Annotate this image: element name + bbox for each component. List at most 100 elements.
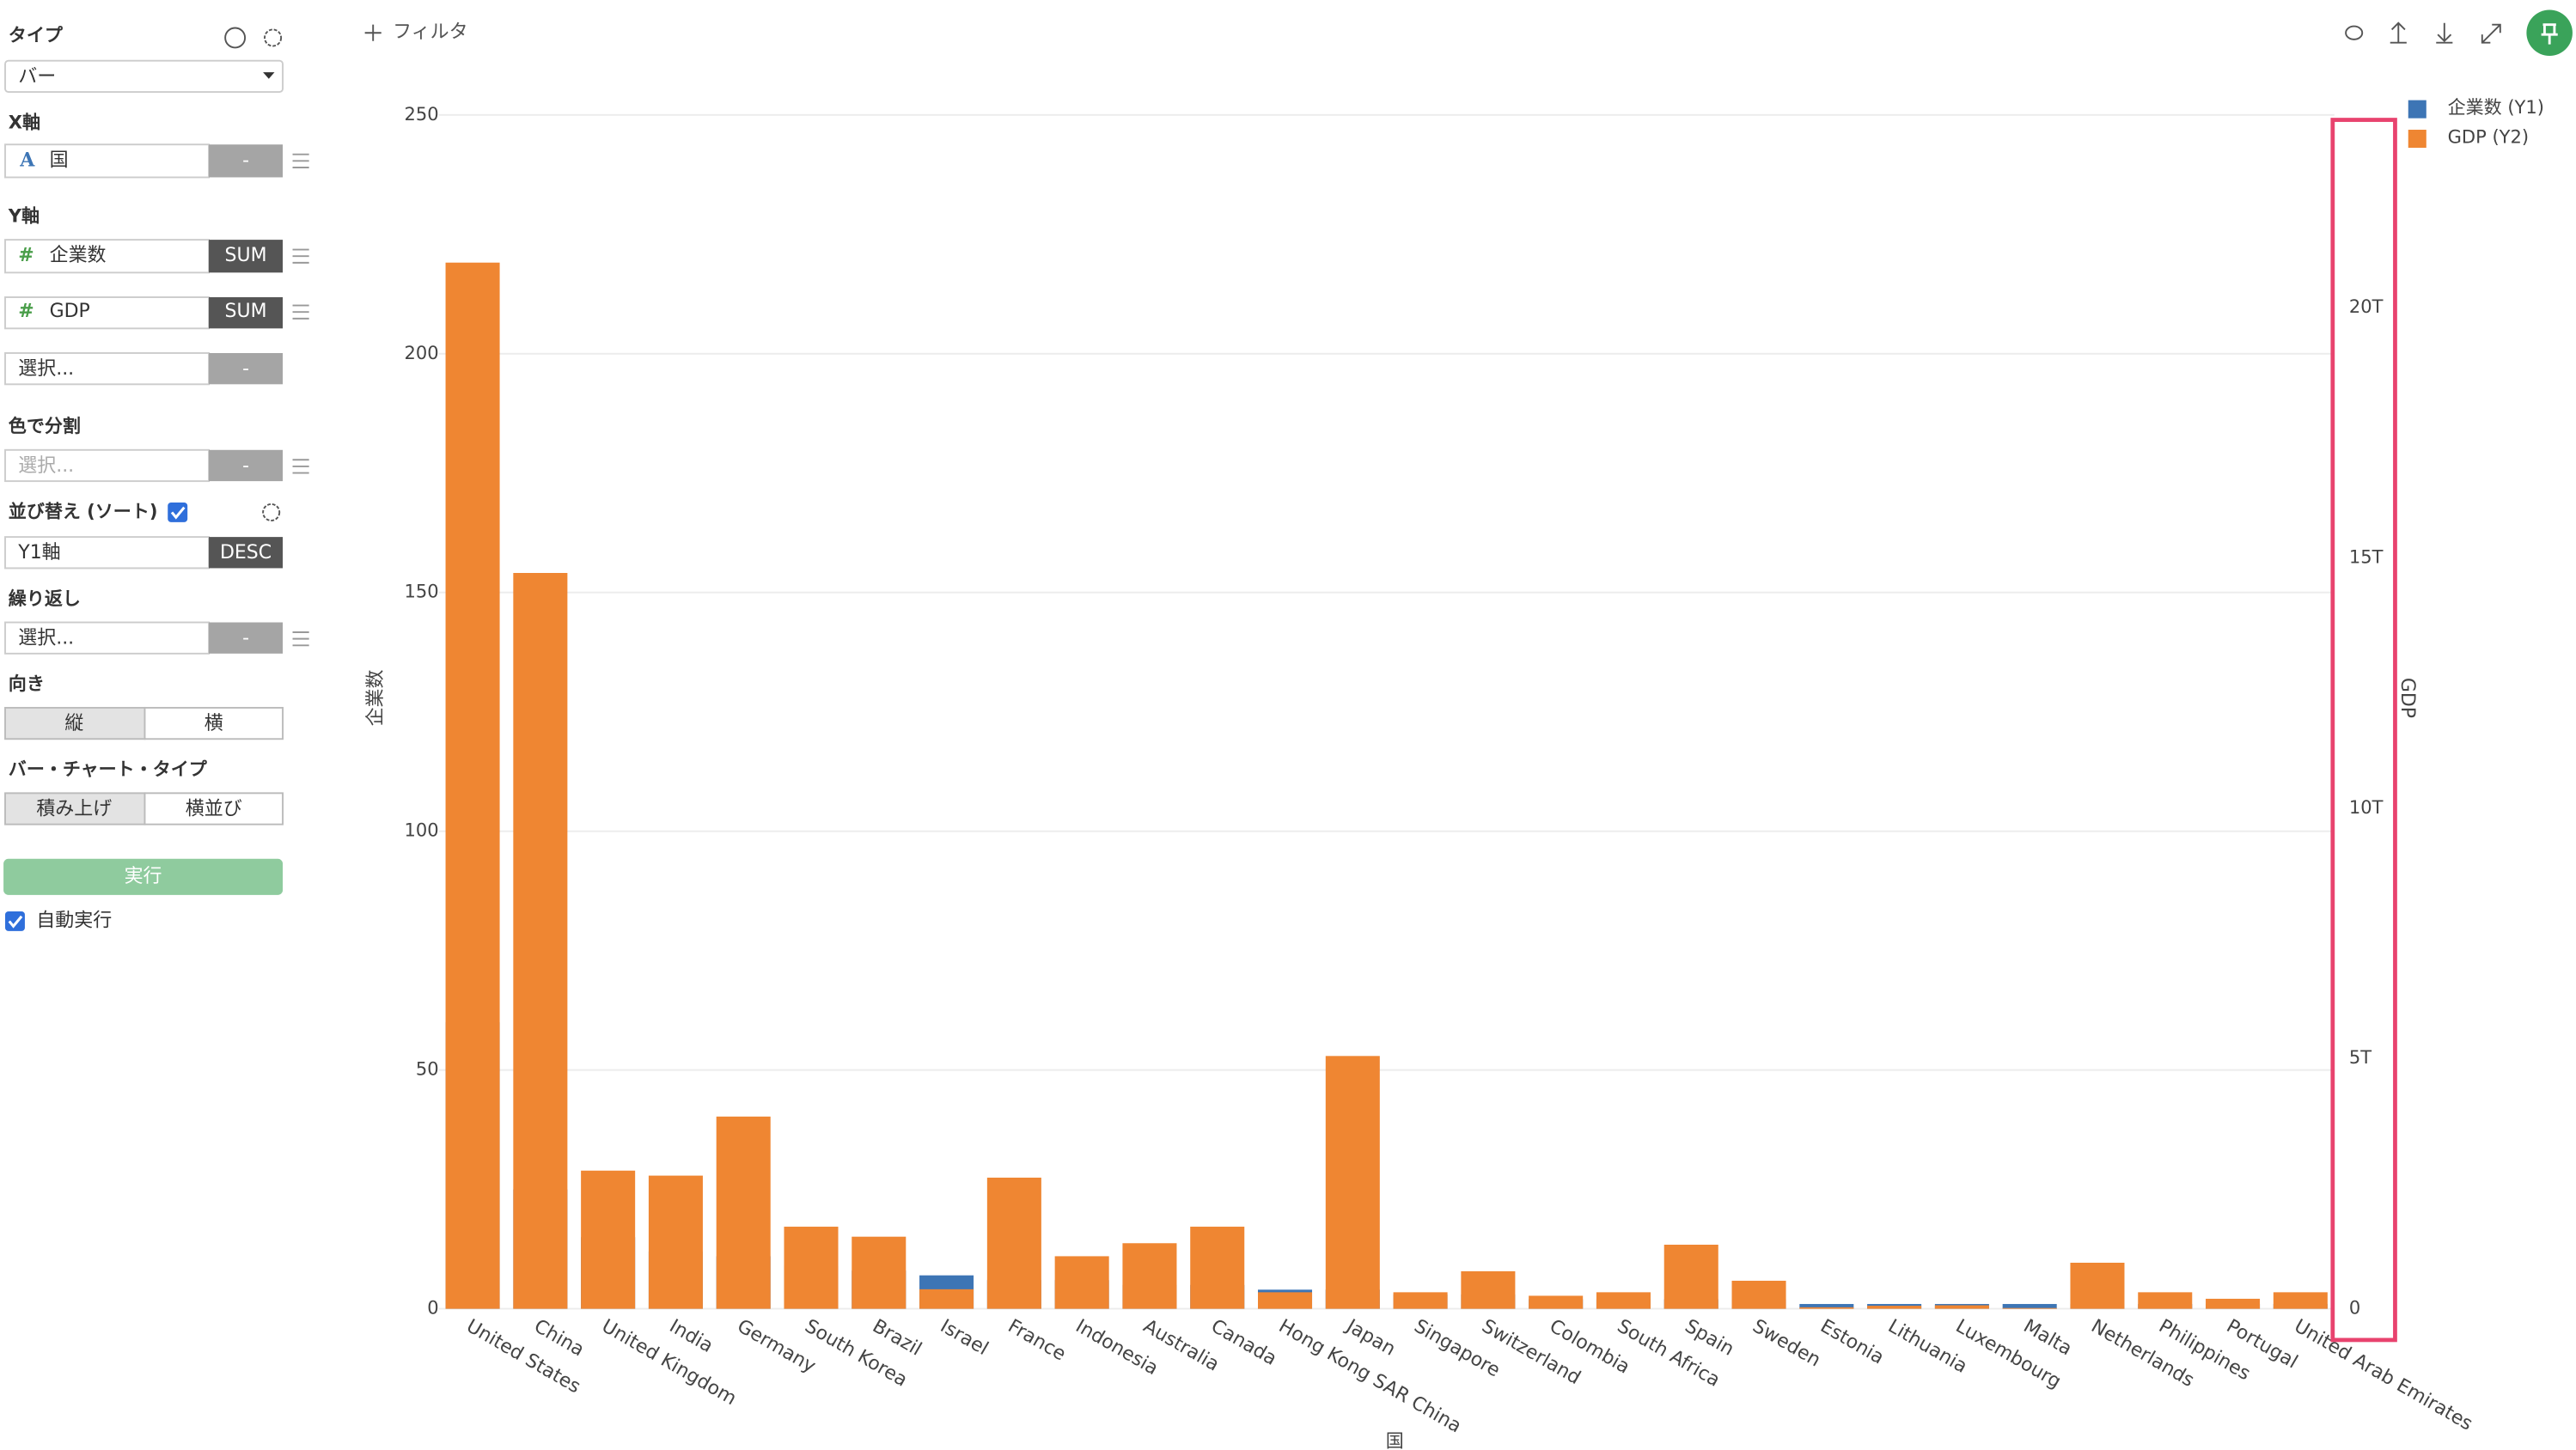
- field-value: 国: [50, 149, 69, 171]
- bar: [1529, 1295, 1584, 1309]
- agg-button[interactable]: [209, 449, 284, 482]
- bar: [1934, 1305, 1989, 1309]
- bar: [1325, 1056, 1380, 1309]
- drag-handle[interactable]: [292, 459, 309, 474]
- type-icon: A: [19, 149, 35, 171]
- bar: [2206, 1298, 2261, 1309]
- filter-button[interactable]: フィルタ: [393, 21, 467, 43]
- bar: [716, 1116, 771, 1309]
- bar: [1799, 1304, 1854, 1309]
- bar: [1867, 1306, 1922, 1309]
- drag-handle[interactable]: [292, 304, 309, 320]
- toolbar: フィルタ: [364, 9, 2573, 56]
- order-button[interactable]: [209, 537, 284, 569]
- agg-button[interactable]: [209, 622, 284, 654]
- bar: [445, 262, 500, 1309]
- agg-label: SUM: [225, 301, 267, 322]
- bar: [1393, 1292, 1448, 1309]
- y-tick-label: 50: [416, 1058, 439, 1080]
- check: [8, 915, 23, 929]
- bar: [2273, 1292, 2328, 1309]
- agg-button[interactable]: [209, 353, 284, 385]
- bar: [852, 1236, 906, 1309]
- agg-button[interactable]: [209, 297, 284, 329]
- toggle-option[interactable]: [143, 706, 284, 740]
- comment-icon[interactable]: [2345, 25, 2364, 40]
- run-label: 実行: [125, 866, 162, 887]
- bar: [1799, 1307, 1854, 1309]
- run-button[interactable]: [3, 858, 284, 895]
- y-tick-label: 0: [427, 1297, 438, 1319]
- bar: [2002, 1307, 2057, 1309]
- legend-label: GDP (Y2): [2448, 126, 2529, 148]
- field[interactable]: [4, 536, 210, 570]
- bar: [919, 1289, 974, 1309]
- field-value: Y1軸: [17, 542, 60, 564]
- settings-icon[interactable]: [262, 503, 281, 521]
- field[interactable]: [4, 239, 210, 274]
- bar: [2070, 1262, 2125, 1309]
- check: [170, 506, 186, 520]
- x-axis-title: 国: [1386, 1429, 1404, 1450]
- y2-tick-label: 20T: [2349, 295, 2384, 317]
- field-value: 選択...: [18, 628, 74, 649]
- order-label: DESC: [220, 542, 272, 564]
- option-label: 横: [204, 713, 223, 734]
- x-tick-label: United States: [462, 1315, 583, 1398]
- drag-handle[interactable]: [292, 153, 309, 168]
- y2-tick-label: 15T: [2349, 546, 2384, 568]
- bar: [1461, 1270, 1516, 1309]
- option-label: 積み上げ: [36, 798, 112, 819]
- option-label: 縦: [64, 713, 83, 734]
- highlight-box: [2330, 118, 2397, 1343]
- toggle-option[interactable]: [143, 792, 284, 826]
- bar: [784, 1227, 839, 1309]
- settings-icon[interactable]: [264, 28, 283, 47]
- agg-button[interactable]: [209, 144, 284, 178]
- label: 並び替え (ソート): [9, 500, 158, 521]
- x-tick-label: Israel: [937, 1315, 992, 1360]
- label: 繰り返し: [9, 588, 81, 609]
- agg-label: -: [242, 358, 249, 380]
- bar: [648, 1175, 703, 1309]
- drag-handle[interactable]: [292, 248, 309, 264]
- field[interactable]: [4, 296, 210, 330]
- download-icon[interactable]: [2436, 22, 2453, 44]
- bar: [1258, 1292, 1313, 1309]
- y2-tick-label: 5T: [2349, 1046, 2372, 1068]
- field[interactable]: [4, 448, 210, 483]
- x-tick-label: India: [666, 1315, 717, 1357]
- dropdown-value: バー: [18, 66, 56, 88]
- export-icon[interactable]: [2390, 21, 2407, 44]
- field-value: 選択...: [18, 358, 74, 380]
- pin-icon: [2541, 23, 2558, 45]
- label: バー・チャート・タイプ: [9, 759, 208, 780]
- agg-button[interactable]: [209, 240, 284, 273]
- plus-icon[interactable]: [364, 24, 382, 41]
- type-dropdown[interactable]: [4, 59, 284, 94]
- drag-handle[interactable]: [292, 631, 309, 647]
- type-icon: #: [18, 301, 34, 322]
- legend-swatch: [2408, 100, 2426, 119]
- expand-icon[interactable]: [2481, 23, 2501, 44]
- help-icon[interactable]: [224, 27, 247, 49]
- sort-checkbox[interactable]: [168, 502, 188, 522]
- pin-button[interactable]: [2526, 9, 2573, 56]
- toggle-option[interactable]: [4, 792, 146, 826]
- bar: [581, 1170, 636, 1309]
- auto-run-checkbox[interactable]: [4, 911, 25, 931]
- field[interactable]: [4, 143, 210, 179]
- x-tick-label: Estonia: [1816, 1315, 1888, 1368]
- y-tick-label: 100: [405, 819, 439, 841]
- legend-swatch: [2408, 130, 2426, 149]
- chart: 0 50 100 150 200 250 0 5T 10T 15T 20T 企業数 GDP 国 企業数 (Y…: [365, 96, 2544, 1450]
- bar: [1663, 1245, 1718, 1309]
- agg-label: -: [242, 455, 249, 477]
- y-tick-label: 250: [405, 103, 439, 125]
- field[interactable]: [4, 621, 210, 655]
- bar: [2138, 1292, 2193, 1309]
- x-tick-label: France: [1004, 1315, 1070, 1365]
- bar: [1596, 1292, 1651, 1309]
- legend-label: 企業数 (Y1): [2448, 96, 2544, 118]
